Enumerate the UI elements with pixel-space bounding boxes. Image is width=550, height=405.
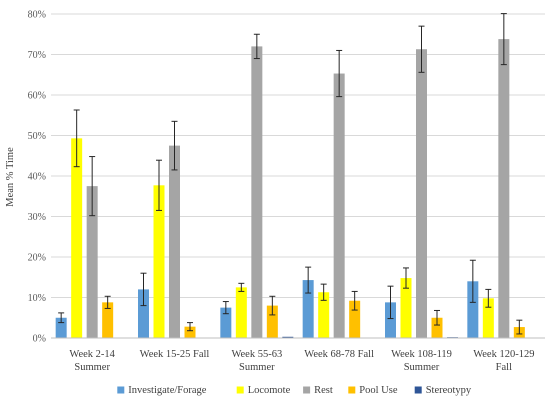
legend-label: Stereotypy — [426, 385, 472, 396]
bar — [318, 292, 330, 338]
y-tick-label: 20% — [28, 253, 46, 264]
gridlines — [51, 13, 545, 298]
x-tick-label: Week 108-119 Summer — [391, 349, 452, 373]
y-tick-label: 70% — [28, 50, 46, 61]
bar — [498, 39, 510, 339]
y-axis-label: Mean % Time — [5, 147, 16, 207]
x-tick-label: Week 2-14 Summer — [69, 349, 115, 373]
bar — [349, 300, 361, 338]
y-tick-label: 40% — [28, 172, 46, 183]
y-axis-ticks: 0% 10% 20% 30% 40% 50% 60% 70% 80% — [28, 10, 46, 345]
bar — [169, 145, 180, 338]
bar — [282, 336, 294, 338]
bar — [86, 186, 98, 338]
y-tick-label: 0% — [33, 334, 46, 345]
bar — [416, 49, 427, 339]
bar — [220, 307, 232, 338]
bar — [431, 317, 443, 338]
legend-swatch — [348, 386, 356, 394]
y-tick-label: 60% — [28, 91, 46, 102]
bar — [385, 302, 396, 338]
legend-label: Pool Use — [359, 385, 398, 396]
bar — [55, 317, 67, 338]
y-tick-label: 50% — [28, 131, 46, 142]
bar — [153, 185, 165, 338]
x-axis-ticks: Week 2-14 Summer Week 15-25 Fall Week 55-63… — [69, 349, 534, 373]
bar — [102, 302, 114, 338]
legend-swatch — [236, 386, 244, 394]
bar — [71, 138, 83, 338]
legend-label: Investigate/Forage — [128, 385, 206, 396]
bar — [400, 278, 412, 338]
bar — [302, 280, 314, 338]
y-tick-label: 10% — [28, 293, 46, 304]
bar — [467, 281, 479, 338]
x-tick-label: Week 120-129 Fall — [473, 349, 534, 373]
x-tick-label: Week 55-63 Summer — [231, 349, 282, 373]
bar — [482, 298, 494, 338]
legend-swatch — [414, 386, 422, 394]
bar — [266, 305, 278, 338]
error-bars — [58, 13, 523, 335]
x-tick-label: Week 15-25 Fall — [140, 349, 210, 360]
legend-label: Locomote — [248, 385, 291, 396]
legend: Investigate/Forage Locomote Rest Pool Use St… — [117, 385, 472, 396]
legend-swatch — [303, 386, 311, 394]
bar — [333, 73, 345, 338]
legend-label: Rest — [314, 385, 333, 396]
bar — [235, 287, 247, 338]
bar — [184, 326, 196, 338]
y-tick-label: 30% — [28, 212, 46, 223]
x-tick-label: Week 68-78 Fall — [304, 349, 374, 360]
bar — [251, 46, 263, 339]
y-tick-label: 80% — [28, 10, 46, 21]
bars — [55, 39, 525, 339]
legend-swatch — [117, 386, 125, 394]
bar — [138, 289, 149, 338]
